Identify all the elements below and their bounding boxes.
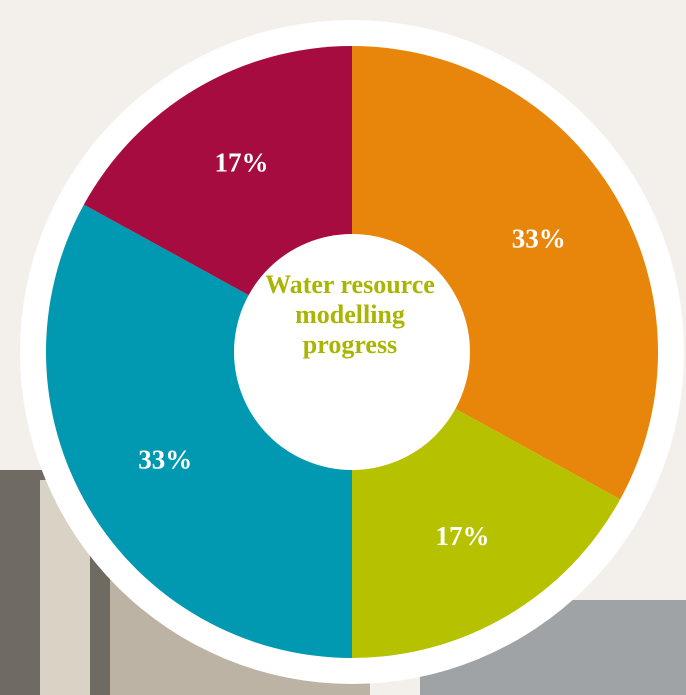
- chart-title: Water resource modelling progress: [265, 270, 435, 359]
- slice-label: 33%: [512, 224, 566, 254]
- slice-label: 33%: [138, 445, 192, 475]
- slice-label: 17%: [435, 521, 489, 551]
- center-hole: [234, 234, 470, 470]
- slice-label: 17%: [215, 147, 269, 177]
